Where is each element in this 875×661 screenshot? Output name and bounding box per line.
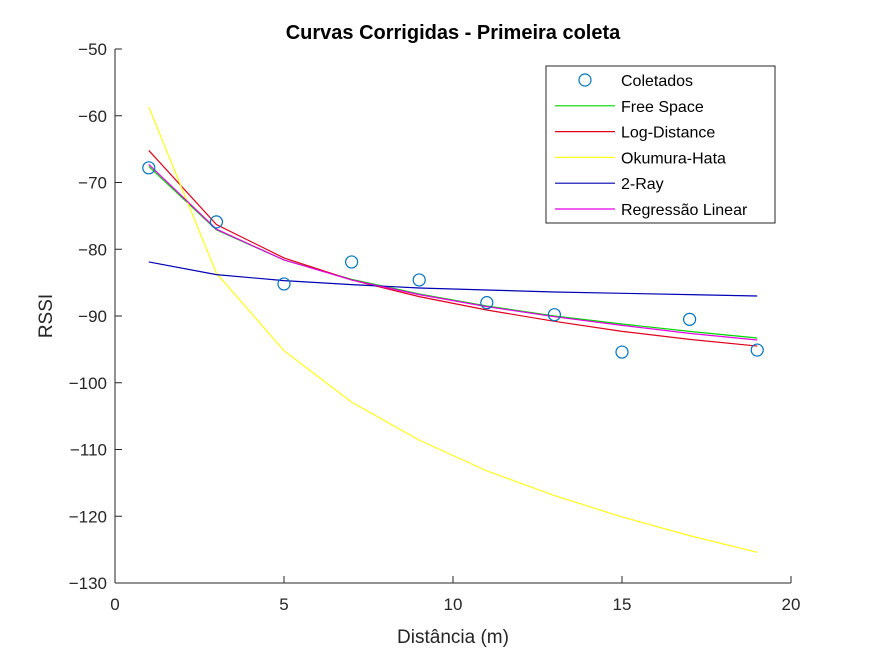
y-tick-label: −90 [78, 307, 107, 326]
data-point-marker [277, 277, 291, 291]
x-axis-title: Distância (m) [397, 627, 509, 648]
series-line-okumura-hata [148, 106, 758, 553]
series-layer [142, 106, 764, 553]
x-tick-label: 20 [782, 595, 801, 614]
legend-label: Free Space [621, 99, 704, 116]
legend-label: Coletados [621, 73, 693, 90]
data-point-marker [750, 343, 764, 357]
data-point-marker [412, 273, 426, 287]
y-axis-title: RSSI [36, 294, 57, 338]
y-tick-label: −130 [69, 574, 107, 593]
legend-box [545, 65, 776, 224]
data-point-marker [682, 312, 697, 326]
x-tick-label: 0 [110, 595, 119, 614]
legend-label: Okumura-Hata [621, 150, 726, 167]
x-tick-label: 10 [444, 595, 463, 614]
legend: Coletados Free Space Log-Distance Okumura-H… [545, 65, 776, 224]
x-tick-label: 15 [613, 595, 632, 614]
y-tick-label: −110 [70, 441, 107, 460]
chart-title: Curvas Corrigidas - Primeira coleta [286, 22, 621, 44]
data-point-marker [615, 345, 629, 359]
legend-label: Regressão Linear [621, 202, 748, 219]
series-line-regress-o-linear [148, 164, 758, 341]
y-tick-label: −80 [78, 240, 107, 259]
data-point-marker [480, 296, 494, 310]
y-tick-label: −70 [78, 174, 107, 193]
y-tick-label: −100 [69, 374, 107, 393]
series-line-log-distance [148, 150, 758, 347]
legend-marker [578, 73, 592, 87]
y-tick-label: −60 [78, 107, 107, 126]
data-point-marker [209, 215, 223, 229]
data-point-marker [547, 308, 562, 322]
legend-label: Log-Distance [621, 125, 715, 142]
data-point-marker [142, 161, 156, 175]
data-point-marker [345, 255, 359, 269]
axes-layer: 0 5 10 15 20 −130 −120 −110 −100 −90 −80 −70 −60 −50 [69, 40, 801, 614]
legend-label: 2-Ray [621, 176, 664, 193]
y-tick-label: −120 [69, 507, 107, 526]
series-line-2-ray [148, 261, 758, 297]
y-tick-label: −50 [78, 40, 107, 59]
x-tick-label: 5 [279, 595, 288, 614]
